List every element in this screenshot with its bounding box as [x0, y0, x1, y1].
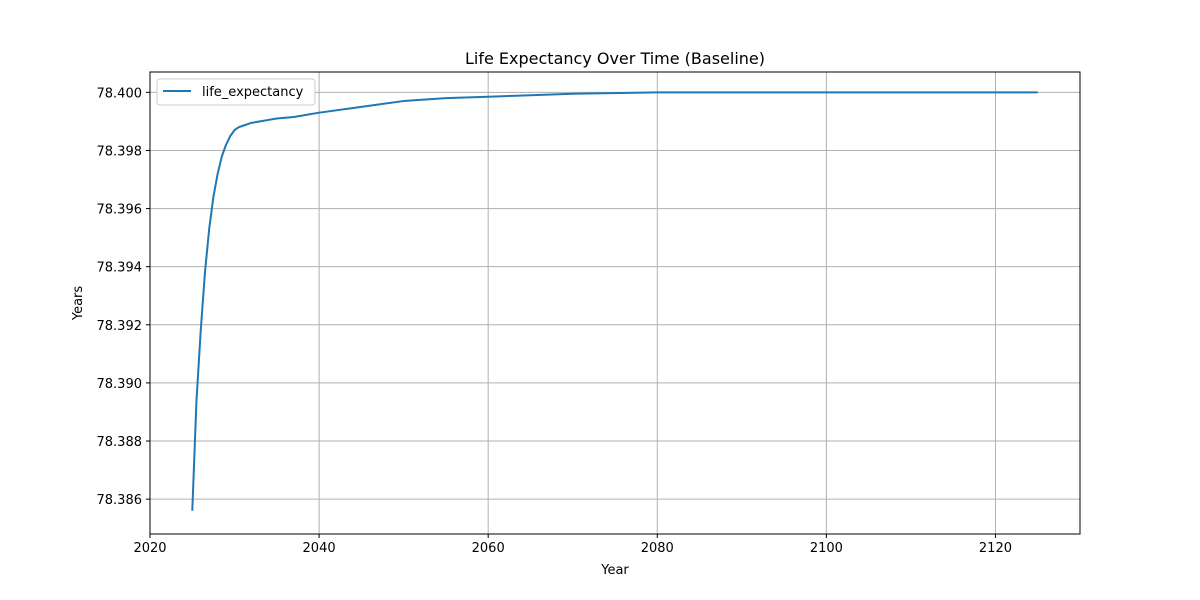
y-axis-label: Years [71, 286, 86, 322]
x-tick-label: 2040 [303, 541, 336, 556]
y-tick-label: 78.386 [97, 493, 143, 508]
y-tick-label: 78.396 [97, 203, 143, 218]
x-axis: 2020 2040 2060 2080 2100 2120 [133, 534, 1012, 556]
x-tick-label: 2080 [641, 541, 674, 556]
x-tick-label: 2060 [472, 541, 505, 556]
x-tick-label: 2020 [133, 541, 166, 556]
legend-box [156, 78, 316, 106]
x-tick-label: 2100 [810, 541, 843, 556]
legend-label: life_expectancy [202, 85, 304, 100]
y-axis: 78.386 78.388 78.390 78.392 78.394 78.396 78.3… [97, 86, 150, 508]
chart-title: Life Expectancy Over Time (Baseline) [465, 49, 765, 68]
y-tick-label: 78.388 [97, 435, 143, 450]
y-tick-label: 78.392 [97, 319, 143, 334]
legend: life_expectancy [156, 78, 316, 106]
plot-frame [149, 71, 1081, 535]
x-axis-label: Year [600, 563, 629, 578]
y-tick-label: 78.394 [97, 261, 143, 276]
y-tick-label: 78.400 [97, 86, 143, 101]
y-tick-label: 78.398 [97, 144, 143, 159]
x-tick-label: 2120 [979, 541, 1012, 556]
series-layer [191, 91, 1038, 511]
y-tick-label: 78.390 [97, 377, 143, 392]
series-line-life_expectancy [191, 91, 1038, 511]
